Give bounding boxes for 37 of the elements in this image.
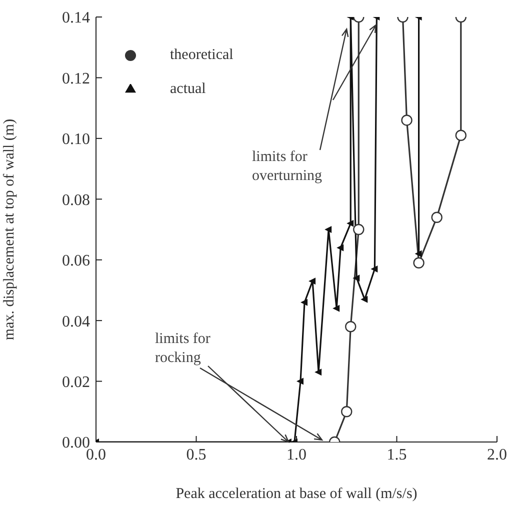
point [413, 257, 424, 268]
y-tick-label: 0.02 [62, 374, 90, 391]
x-tick-label: 1.5 [386, 446, 407, 464]
point [370, 265, 378, 272]
point [345, 321, 356, 332]
x-tick-label: 1.0 [286, 446, 306, 464]
x-tick-label: 2.0 [487, 446, 507, 464]
legend-label: actual [170, 81, 206, 97]
point [332, 304, 340, 312]
legend-label: theoretical [170, 47, 234, 63]
y-tick-label: 0.12 [62, 70, 90, 88]
y-tick-label: 0.10 [62, 131, 90, 148]
point [353, 224, 364, 236]
x-tick-label: 0.5 [186, 446, 206, 464]
point [300, 298, 308, 306]
point [455, 130, 467, 141]
point [352, 274, 360, 282]
annotation: limits for rocking [155, 330, 212, 368]
point [401, 114, 412, 126]
y-tick-label: 0.08 [62, 192, 90, 209]
x-tick-label: 0.0 [86, 446, 106, 464]
point [360, 296, 368, 303]
point [341, 406, 352, 418]
point [346, 220, 354, 227]
y-axis-title: max. displacement at top of wall (m) [1, 118, 18, 340]
y-tick-label: 0.04 [62, 313, 90, 330]
point [336, 244, 344, 252]
y-tick-label: 0.14 [62, 10, 90, 27]
x-axis-title: Peak acceleration at base of wall (m/s/s) [176, 486, 418, 502]
point [296, 378, 304, 385]
annotation: limits for overturning [252, 148, 323, 186]
point [308, 278, 316, 285]
point [314, 368, 322, 376]
point [431, 212, 442, 223]
y-tick-label: 0.06 [62, 252, 90, 270]
point [324, 226, 332, 233]
point [414, 250, 422, 258]
